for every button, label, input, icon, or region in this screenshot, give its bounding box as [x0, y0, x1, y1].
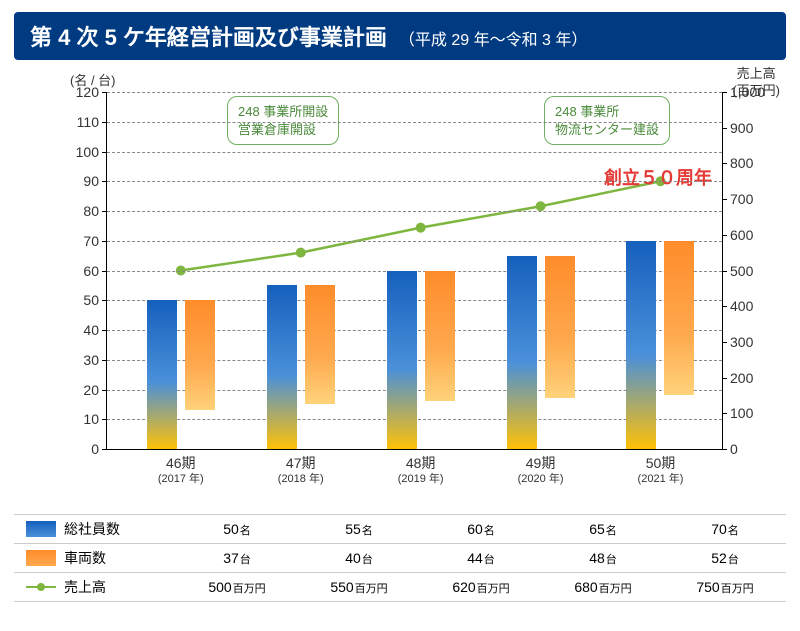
- cell-sal-1: 550百万円: [298, 579, 420, 596]
- ytick-left: 40: [83, 322, 107, 338]
- bar-vehicles: [305, 285, 335, 404]
- sales-marker: [536, 201, 546, 211]
- x-category: 50期(2021 年): [605, 449, 716, 486]
- title-bar: 第 4 次 5 ケ年経営計画及び事業計画 （平成 29 年〜令和 3 年）: [14, 12, 786, 60]
- ytick-left: 10: [83, 411, 107, 427]
- callout-1: 248 事業所開設 営業倉庫開設: [227, 96, 339, 145]
- ytick-right: 1,000: [722, 84, 765, 100]
- cell-veh-4: 52台: [664, 550, 786, 567]
- bar-group: [485, 256, 596, 449]
- cell-veh-1: 40台: [298, 550, 420, 567]
- cell-sal-0: 500百万円: [176, 579, 298, 596]
- grid-line: [107, 152, 722, 153]
- bar-employees: [267, 285, 297, 449]
- ytick-right: 100: [722, 405, 753, 421]
- legend-sales-label: 売上高: [64, 577, 106, 597]
- x-category: 49期(2020 年): [485, 449, 596, 486]
- ytick-right: 900: [722, 120, 753, 136]
- cell-sal-4: 750百万円: [664, 579, 786, 596]
- bar-vehicles: [545, 256, 575, 399]
- bar-vehicles: [664, 241, 694, 396]
- ytick-right: 0: [722, 441, 738, 457]
- anniversary-label: 創立５０周年: [604, 164, 712, 190]
- ytick-left: 30: [83, 352, 107, 368]
- ytick-left: 100: [76, 144, 107, 160]
- table-row-employees: 総社員数 50名 55名 60名 65名 70名: [14, 514, 786, 543]
- right-label-l1: 売上高: [737, 66, 776, 81]
- ytick-left: 70: [83, 233, 107, 249]
- cell-emp-1: 55名: [298, 521, 420, 538]
- callout-2: 248 事業所 物流センター建設: [544, 96, 670, 145]
- data-table: 総社員数 50名 55名 60名 65名 70名 車両数 37台 40台 44台…: [14, 514, 786, 602]
- table-row-vehicles: 車両数 37台 40台 44台 48台 52台: [14, 543, 786, 572]
- grid-line: [107, 122, 722, 123]
- chart-area: (名 / 台) 売上高 (百万円) 248 事業所開設 営業倉庫開設 248 事…: [14, 70, 786, 500]
- grid-line: [107, 92, 722, 93]
- legend-vehicles: 車両数: [26, 548, 176, 568]
- cell-veh-3: 48台: [542, 550, 664, 567]
- legend-sales: 売上高: [26, 577, 176, 597]
- cell-emp-2: 60名: [420, 521, 542, 538]
- swatch-blue-icon: [26, 521, 56, 537]
- bar-employees: [626, 241, 656, 449]
- swatch-orange-icon: [26, 550, 56, 566]
- bar-group: [605, 241, 716, 449]
- ytick-right: 600: [722, 227, 753, 243]
- bar-group: [125, 300, 236, 449]
- legend-employees: 総社員数: [26, 519, 176, 539]
- legend-vehicles-label: 車両数: [64, 548, 106, 568]
- bar-vehicles: [185, 300, 215, 410]
- ytick-left: 20: [83, 382, 107, 398]
- ytick-left: 120: [76, 84, 107, 100]
- cell-emp-4: 70名: [664, 521, 786, 538]
- sales-marker: [296, 248, 306, 258]
- ytick-left: 0: [91, 441, 107, 457]
- ytick-right: 800: [722, 155, 753, 171]
- title-subtitle: （平成 29 年〜令和 3 年）: [399, 26, 587, 50]
- ytick-left: 110: [77, 114, 107, 130]
- bar-employees: [147, 300, 177, 449]
- ytick-right: 500: [722, 263, 753, 279]
- bar-employees: [387, 271, 417, 450]
- ytick-right: 200: [722, 370, 753, 386]
- cell-veh-0: 37台: [176, 550, 298, 567]
- ytick-left: 80: [83, 203, 107, 219]
- ytick-left: 90: [83, 173, 107, 189]
- cell-veh-2: 44台: [420, 550, 542, 567]
- x-category: 47期(2018 年): [245, 449, 356, 486]
- sales-marker: [416, 223, 426, 233]
- plot-region: 248 事業所開設 営業倉庫開設 248 事業所 物流センター建設 創立５０周年…: [106, 92, 722, 450]
- bar-group: [365, 271, 476, 450]
- swatch-line-icon: [26, 586, 56, 588]
- cell-emp-3: 65名: [542, 521, 664, 538]
- table-row-sales: 売上高 500百万円 550百万円 620百万円 680百万円 750百万円: [14, 572, 786, 602]
- legend-employees-label: 総社員数: [64, 519, 120, 539]
- ytick-left: 50: [83, 292, 107, 308]
- callout-1-l1: 248 事業所開設: [238, 104, 328, 119]
- title-main: 第 4 次 5 ケ年経営計画及び事業計画: [30, 20, 387, 52]
- ytick-right: 400: [722, 298, 753, 314]
- ytick-left: 60: [83, 263, 107, 279]
- cell-sal-2: 620百万円: [420, 579, 542, 596]
- x-category: 46期(2017 年): [125, 449, 236, 486]
- cell-sal-3: 680百万円: [542, 579, 664, 596]
- callout-1-l2: 営業倉庫開設: [238, 122, 316, 137]
- bar-group: [245, 285, 356, 449]
- bar-employees: [507, 256, 537, 449]
- x-category: 48期(2019 年): [365, 449, 476, 486]
- ytick-right: 700: [722, 191, 753, 207]
- bar-vehicles: [425, 271, 455, 402]
- grid-line: [107, 211, 722, 212]
- callout-2-l1: 248 事業所: [555, 104, 619, 119]
- ytick-right: 300: [722, 334, 753, 350]
- cell-emp-0: 50名: [176, 521, 298, 538]
- grid-line: [107, 181, 722, 182]
- callout-2-l2: 物流センター建設: [555, 122, 659, 137]
